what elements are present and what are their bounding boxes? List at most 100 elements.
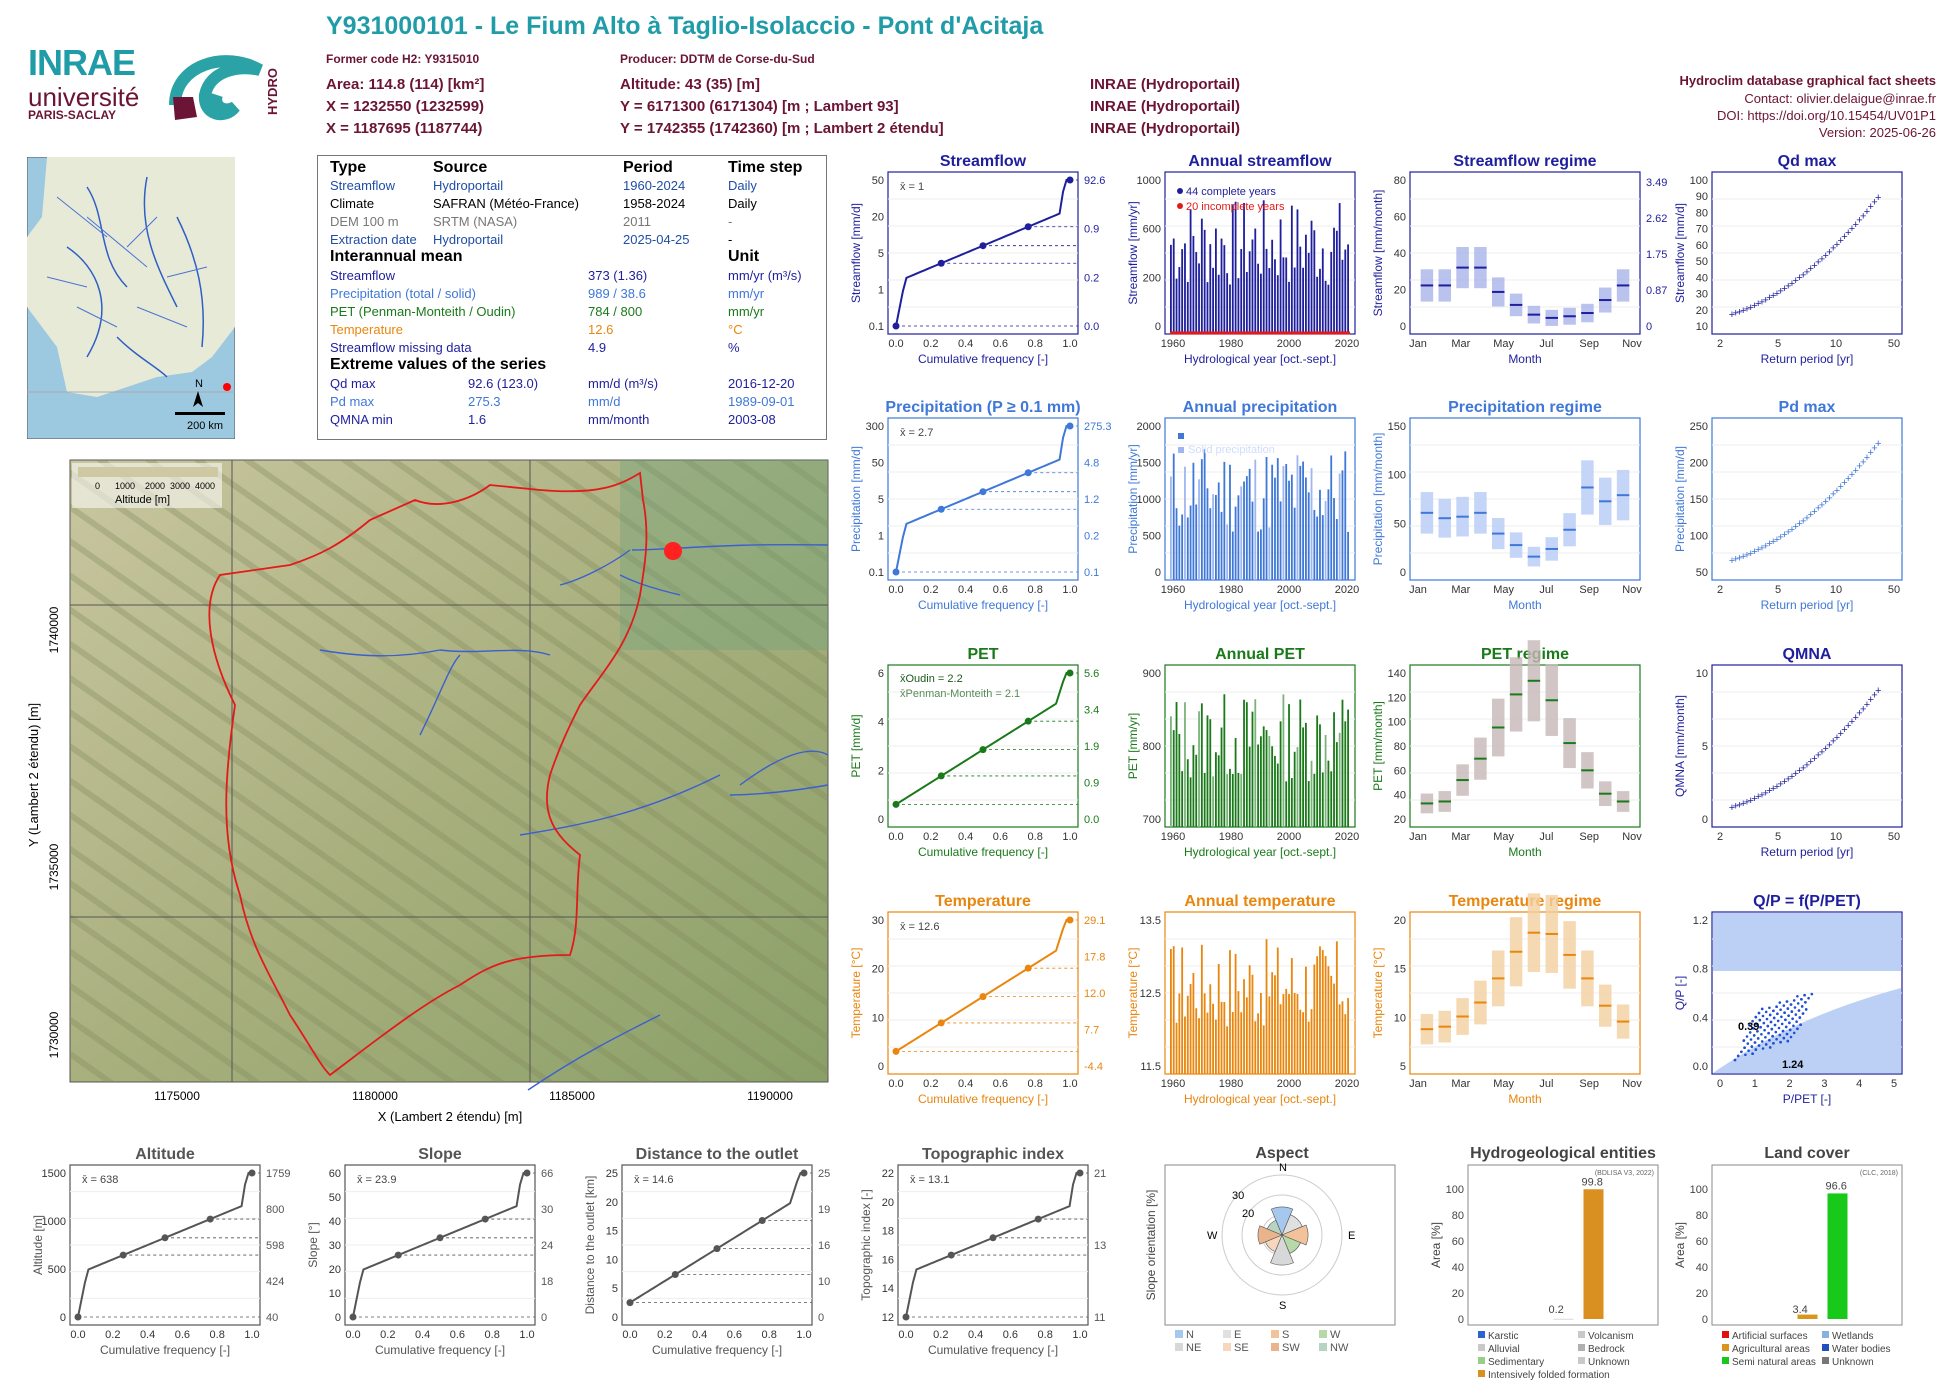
qd_max-point-11: +	[1770, 290, 1776, 302]
temperature-xtick-1: 0.2	[923, 1078, 938, 1090]
streamflow-ytick-3: 20	[872, 212, 884, 224]
hydrogeo-leg-swatch-3	[1578, 1344, 1585, 1351]
qp-point-63	[1760, 1033, 1763, 1036]
annual_pet-bar-12	[1203, 772, 1206, 827]
mean-precip-value: 989 / 38.6	[588, 286, 646, 301]
qd_max-point-21: +	[1808, 263, 1814, 275]
ext-qd-value: 92.6 (123.0)	[468, 376, 539, 391]
annual_temp-bar-39	[1279, 1004, 1282, 1074]
annual_pet-ytick-0: 700	[1143, 814, 1161, 826]
annual-precip-leg1: Total precipitation	[1188, 430, 1274, 442]
annual_precip-bar-19	[1223, 461, 1226, 580]
pet-rlabel-4: 0.0	[1084, 814, 1099, 826]
annual_pet-bar-10	[1198, 711, 1200, 827]
pet_regime-xtick-3: Jul	[1539, 831, 1553, 843]
aspect-leg-7: NW	[1330, 1342, 1349, 1354]
qmna-point-34: +	[1856, 708, 1862, 720]
landcover-ytick-5: 100	[1690, 1184, 1708, 1196]
qd_max-xtick-0: 2	[1717, 338, 1723, 350]
topo-ytick-4: 20	[882, 1197, 894, 1209]
streamflow_regime-xtick-0: Jan	[1409, 338, 1427, 350]
qmna-point-32: +	[1849, 716, 1855, 728]
ext-pd-value: 275.3	[468, 394, 501, 409]
hydrogeo-source: (BDLISA V3, 2022)	[1595, 1170, 1654, 1177]
qmna-point-1: +	[1733, 801, 1739, 813]
annual_streamflow-bar-2	[1175, 278, 1178, 334]
qmna-point-14: +	[1781, 776, 1787, 788]
qp-point-89	[1792, 1031, 1796, 1035]
streamflow-rlabel-2: 0.2	[1084, 272, 1099, 284]
qd_max-point-1: +	[1733, 308, 1739, 320]
annual_pet-ytick-2: 900	[1143, 668, 1161, 680]
qd_max-ylabel: Streamflow [mm/d]	[1673, 203, 1687, 303]
mean-pet-value: 784 / 800	[588, 304, 643, 319]
streamflow-rlabel-0: 92.6	[1084, 175, 1105, 187]
annual_precip-bar-48	[1305, 477, 1307, 580]
pd_max-point-14: +	[1781, 529, 1787, 541]
ext-qmna-unit: mm/month	[588, 412, 650, 427]
aspect-n: N	[1279, 1162, 1287, 1174]
pd_max-xtick-2: 10	[1830, 584, 1842, 596]
annual_pet-bar-18	[1220, 727, 1223, 827]
row-extract-source: Hydroportail	[433, 232, 504, 247]
qp-xtick-0: 0	[1717, 1078, 1723, 1090]
pet-ytick-0: 0	[878, 814, 884, 826]
landcover-value-2: 96.6	[1826, 1180, 1847, 1192]
qd_max-ytick-7: 80	[1696, 207, 1708, 219]
annual_temp-bar-23	[1234, 953, 1237, 1074]
annual_streamflow-ytick-2: 600	[1143, 224, 1161, 236]
landcover-leg-5: Unknown	[1832, 1357, 1874, 1368]
qp-point-148	[1788, 1021, 1791, 1025]
annual_streamflow-xtick-1: 1980	[1219, 338, 1243, 350]
precipitation-rlabel-1: 4.8	[1084, 458, 1099, 470]
temperature-rlabel-1: 17.8	[1084, 952, 1105, 964]
qp-point-112	[1767, 1031, 1770, 1035]
annual_streamflow-xtick-2: 2000	[1277, 338, 1301, 350]
qp-point-145	[1789, 1003, 1793, 1006]
north-label: N	[195, 378, 203, 390]
qmna-point-5: +	[1748, 795, 1754, 807]
qp-ytick-2: 0.8	[1693, 964, 1708, 976]
streamflow-xtick-0: 0.0	[888, 338, 903, 350]
annual_pet-bar-29	[1251, 711, 1254, 827]
annual_pet-bar-19	[1223, 694, 1226, 827]
qmna-point-19: +	[1800, 762, 1806, 774]
distance-xtick-3: 0.6	[727, 1329, 742, 1341]
precipitation-xtick-4: 0.8	[1028, 584, 1043, 596]
map-xtick-2: 1185000	[549, 1089, 595, 1103]
streamflow-ytick-0: 0.1	[869, 321, 884, 333]
annual_streamflow-bar-44	[1293, 267, 1296, 334]
qd_max-point-34: +	[1856, 215, 1862, 227]
qmna-point-35: +	[1860, 703, 1866, 715]
qp-point-156	[1790, 1010, 1794, 1013]
altitude-rlabel-1: 800	[266, 1204, 284, 1216]
annual_precip-ytick-3: 1500	[1137, 458, 1161, 470]
annual_streamflow-bar-51	[1313, 230, 1316, 334]
annual_temp-bar-19	[1223, 1001, 1226, 1074]
annual_temp-xtick-1: 1980	[1219, 1078, 1243, 1090]
qmna-point-39: +	[1875, 685, 1881, 697]
qp-point-141	[1758, 1018, 1762, 1022]
annual_streamflow-bar-3	[1178, 267, 1181, 334]
annual-streamflow-leg1: 44 complete years	[1186, 186, 1276, 198]
qp-point-114	[1752, 1034, 1756, 1037]
pd_max-point-10: +	[1766, 538, 1772, 550]
qd_max-ytick-5: 60	[1696, 240, 1708, 252]
aspect-leg-swatch-5	[1223, 1343, 1231, 1351]
annual_streamflow-bar-21	[1229, 284, 1231, 334]
annual_pet-xlabel: Hydrological year [oct.-sept.]	[1184, 845, 1336, 859]
annual_pet-bar-49	[1307, 781, 1310, 827]
annual_precip-bar-15	[1212, 494, 1214, 580]
altitude-xtick-0: 0.0	[70, 1329, 85, 1341]
pd_max-ytick-1: 100	[1690, 531, 1708, 543]
hydrogeo-leg-swatch-4	[1478, 1357, 1485, 1364]
aspect-e: E	[1348, 1230, 1355, 1242]
aspect-sector-6	[1257, 1225, 1283, 1245]
annual_temp-bar-15	[1212, 1003, 1214, 1074]
annual_temp-bar-5	[1184, 1016, 1186, 1074]
annual_temp-bar-42	[1288, 994, 1290, 1074]
annual_streamflow-bar-47	[1302, 267, 1304, 334]
annual_temp-bar-3	[1178, 993, 1181, 1074]
annual_precip-title: Annual precipitation	[1183, 399, 1338, 416]
annual_precip-bar-13	[1206, 488, 1209, 580]
